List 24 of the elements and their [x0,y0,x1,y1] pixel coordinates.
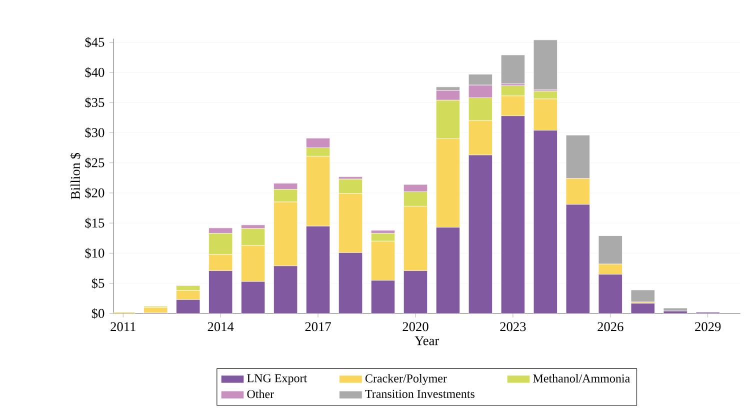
y-tick-label: $25 [85,157,104,168]
x-tick-label: 2014 [208,322,234,332]
x-axis-title: Year [414,336,440,346]
y-tick-label: $45 [85,36,104,48]
y-tick-label: $20 [85,188,104,198]
y-tick-label: $15 [85,218,104,228]
x-tick-label: 2026 [598,322,624,332]
x-tick-label: 2029 [695,322,721,332]
legend-label: Cracker/Polymer [365,374,447,385]
y-tick-label: $40 [85,67,104,78]
y-tick-label: $5 [92,278,104,289]
y-tick-label: $0 [92,308,104,319]
legend-label: LNG Export [247,374,308,385]
legend-label: Transition Investments [365,390,474,398]
legend-label: Other [247,390,274,398]
legend-label: Methanol/Ammonia [533,374,630,382]
x-tick-label: 2020 [402,322,428,332]
x-tick-label: 2011 [110,322,136,332]
y-axis-title: Billion $ [70,152,81,200]
y-tick-label: $35 [85,97,104,108]
y-tick-label: $10 [85,248,104,258]
x-tick-label: 2017 [305,322,331,332]
y-tick-label: $30 [85,127,104,138]
x-tick-label: 2023 [500,322,526,332]
